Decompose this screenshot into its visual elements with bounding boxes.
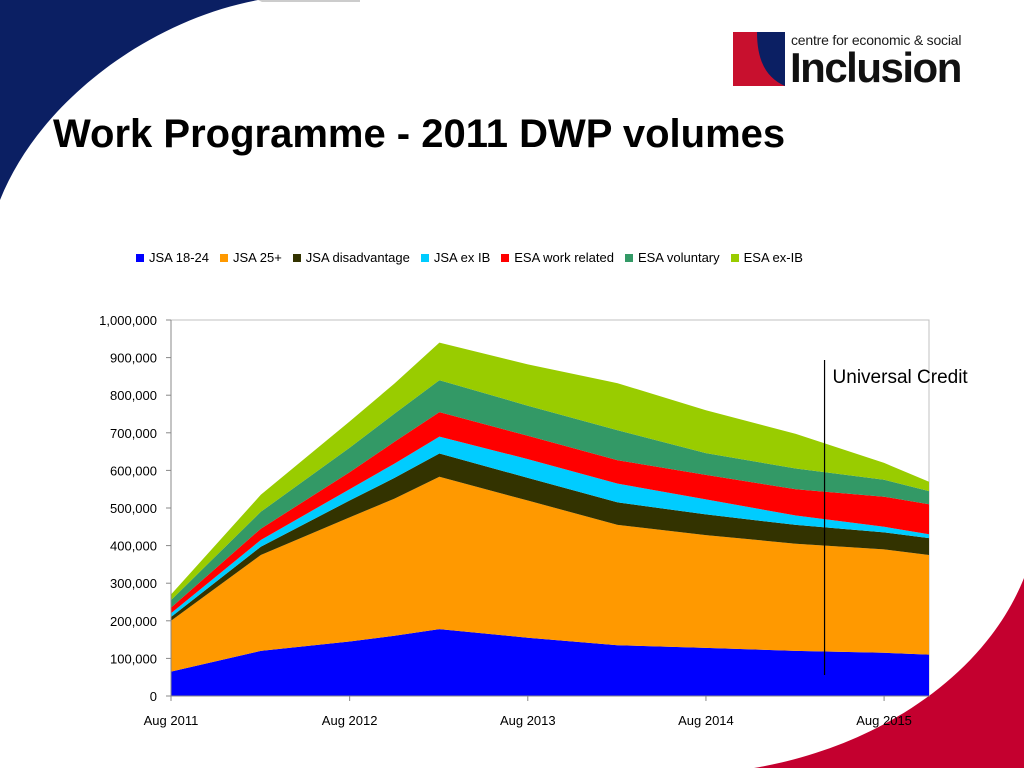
y-tick-label: 800,000 [110,388,157,403]
area-series-jsa-ex-ib [171,436,929,617]
area-series-esa-voluntary [171,380,929,608]
legend-label: JSA disadvantage [305,250,410,265]
y-tick-label: 1,000,000 [99,313,157,328]
y-tick-label: 600,000 [110,463,157,478]
top-left-swoosh [0,0,360,200]
area-series-esa-ex-ib [171,342,929,601]
legend-item: JSA 18-24 [136,250,209,265]
logo-tagline: centre for economic & social [791,32,962,48]
legend-label: ESA work related [514,250,614,265]
legend-item: ESA voluntary [624,250,720,265]
x-tick-label: Aug 2013 [500,713,556,728]
legend-item: ESA ex-IB [730,250,803,265]
legend-item: JSA disadvantage [292,250,410,265]
y-tick-label: 700,000 [110,426,157,441]
y-tick-label: 0 [150,689,157,704]
x-tick-label: Aug 2011 [144,713,199,728]
logo-wordmark: Inclusion [790,44,962,91]
legend-item: JSA ex IB [420,250,491,265]
legend-swatch [624,253,633,262]
cesi-logo: centre for economic & social Inclusion [733,32,983,91]
y-tick-label: 500,000 [110,501,157,516]
y-tick-label: 400,000 [110,539,157,554]
legend-label: ESA voluntary [637,250,720,265]
area-series-jsa-18-24 [171,629,929,696]
legend-swatch [501,253,510,262]
y-tick-label: 900,000 [110,351,157,366]
y-tick-label: 200,000 [110,614,157,629]
legend-swatch [420,253,429,262]
x-tick-label: Aug 2012 [322,713,378,728]
legend-label: JSA ex IB [433,250,491,265]
x-tick-label: Aug 2015 [856,713,912,728]
legend-label: JSA 18-24 [149,250,209,265]
chart-legend: JSA 18-24 JSA 25+ JSA disadvantage JSA ex I… [136,250,803,265]
legend-label: JSA 25+ [233,250,282,265]
area-series-jsa-disadvantage [171,453,929,621]
bottom-right-swoosh [754,578,1024,768]
y-tick-label: 100,000 [110,651,157,666]
legend-swatch [136,253,144,262]
legend-item: ESA work related [501,250,614,265]
logo-mark-icon [733,32,785,86]
universal-credit-label: Universal Credit [833,367,969,388]
legend-swatch [220,253,228,262]
legend-swatch [292,253,301,262]
area-series-esa-work-related [171,412,929,614]
legend-item: JSA 25+ [220,250,282,265]
legend-swatch [730,253,739,262]
page-title: Work Programme - 2011 DWP volumes [53,112,786,156]
area-series-jsa-25- [171,476,929,672]
legend-label: ESA ex-IB [743,250,803,265]
y-tick-label: 300,000 [110,576,157,591]
x-tick-label: Aug 2014 [678,713,734,728]
